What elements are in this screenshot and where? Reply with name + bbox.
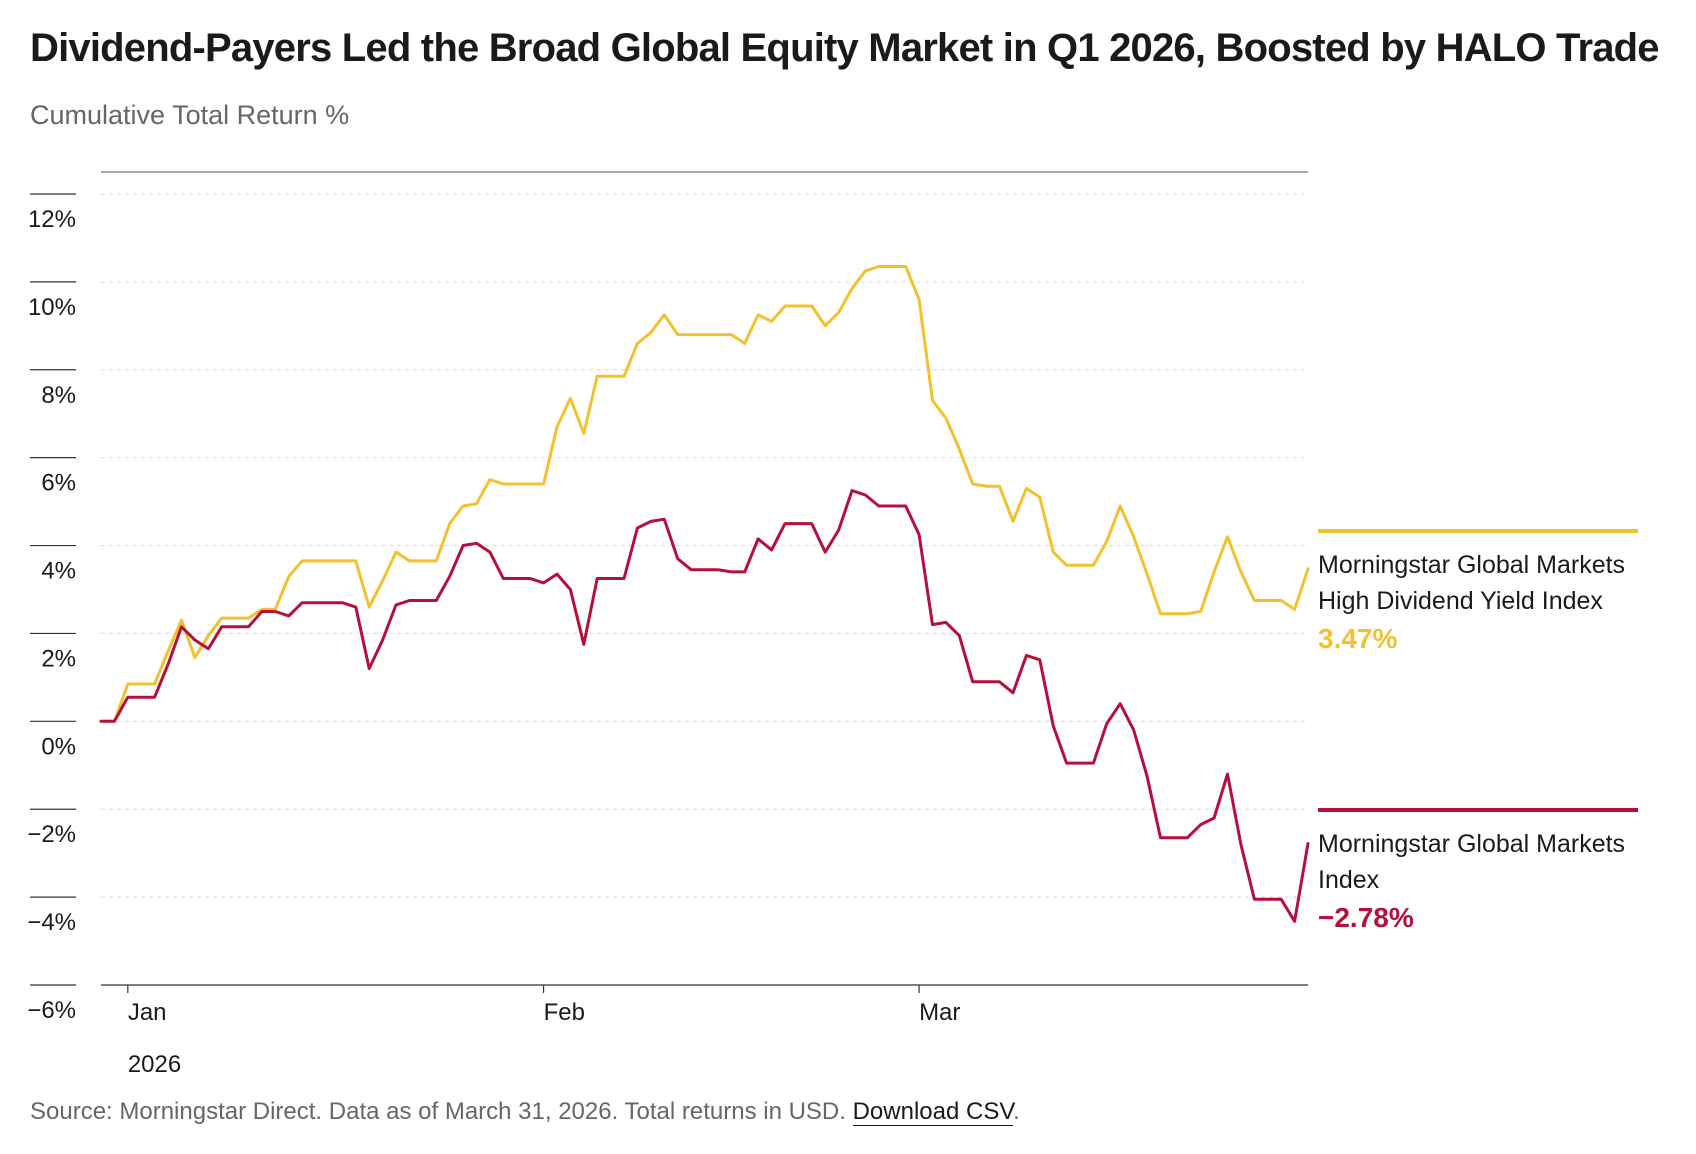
- y-tick-label: 8%: [41, 382, 76, 409]
- legend-global-markets-value: −2.78%: [1318, 902, 1414, 933]
- y-tick-label: 4%: [41, 558, 76, 585]
- series-line-high-dividend: [99, 265, 1310, 723]
- y-tick-label: −4%: [27, 909, 76, 936]
- source-note: Source: Morningstar Direct. Data as of M…: [30, 1098, 1020, 1126]
- chart-title: Dividend-Payers Led the Broad Global Equ…: [30, 26, 1660, 70]
- y-tick-label: 0%: [41, 733, 76, 760]
- legend-global-markets-swatch: [1318, 808, 1638, 812]
- series-line-global-markets: [99, 489, 1310, 923]
- legend-global-markets-name: Morningstar Global Markets Index: [1318, 830, 1626, 894]
- x-tick-label: Feb: [544, 999, 585, 1026]
- download-csv-link[interactable]: Download CSV: [852, 1098, 1014, 1126]
- legend-high-dividend: Morningstar Global Markets High Dividend…: [1318, 529, 1648, 655]
- y-tick-label: −6%: [27, 997, 76, 1024]
- y-axis: 12% 10% 8% 6% 4% 2% 0% −2% −4% −6%: [27, 193, 76, 1024]
- legend-high-dividend-value: 3.47%: [1318, 623, 1398, 654]
- series-lines: [99, 265, 1310, 923]
- source-text: Source: Morningstar Direct. Data as of M…: [30, 1098, 846, 1125]
- legend-global-markets: Morningstar Global Markets Index −2.78%: [1318, 808, 1648, 934]
- legend-high-dividend-swatch: [1318, 529, 1638, 533]
- y-tick-label: 12%: [28, 206, 76, 233]
- y-tick-label: 2%: [41, 645, 76, 672]
- gridlines: [101, 171, 1308, 898]
- y-tick-label: 10%: [28, 294, 76, 321]
- y-tick-label: 6%: [41, 470, 76, 497]
- x-tick-sublabel: 2026: [128, 1051, 181, 1078]
- x-tick-label: Mar: [919, 999, 960, 1026]
- x-tick-label: Jan: [128, 999, 167, 1026]
- source-trailing: .: [1013, 1098, 1020, 1125]
- y-tick-label: −2%: [27, 821, 76, 848]
- legend-high-dividend-name: Morningstar Global Markets High Dividend…: [1318, 551, 1626, 615]
- x-axis: Jan 2026 Feb Mar: [101, 984, 1308, 1078]
- chart-subtitle: Cumulative Total Return %: [30, 100, 350, 130]
